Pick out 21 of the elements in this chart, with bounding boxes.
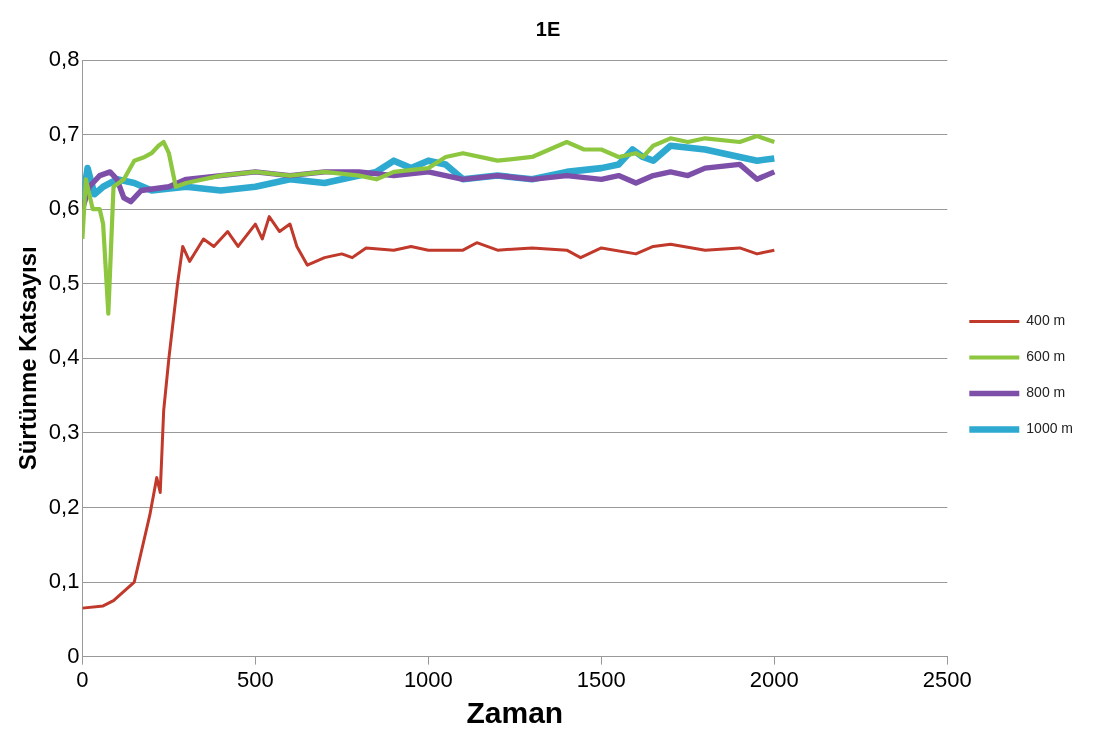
legend-label: 800 m [1026, 384, 1066, 401]
legend-label: 400 m [1026, 312, 1066, 329]
x-tick-label: 1500 [576, 666, 626, 692]
chart-title: 1E [535, 17, 561, 40]
y-tick-label: 0,1 [48, 568, 80, 594]
y-tick-label: 0,6 [48, 195, 80, 221]
y-tick-label: 0,3 [48, 418, 80, 444]
x-axis-title: Zaman [466, 696, 564, 730]
y-tick-label: 0,8 [48, 46, 80, 72]
x-tick-label: 2000 [749, 666, 799, 692]
y-tick-label: 0,2 [48, 493, 80, 519]
y-axis-title: Sürtünme Katsayısı [14, 246, 42, 471]
y-tick-label: 0,4 [48, 344, 80, 370]
x-tick-label: 500 [237, 666, 274, 692]
x-tick-label: 2500 [922, 666, 972, 692]
x-tick-label: 1000 [403, 666, 453, 692]
y-tick-label: 0 [67, 642, 80, 668]
legend-label: 1000 m [1026, 420, 1074, 437]
legend-label: 600 m [1026, 348, 1066, 365]
y-tick-label: 0,7 [48, 120, 80, 146]
y-tick-label: 0,5 [48, 269, 80, 295]
